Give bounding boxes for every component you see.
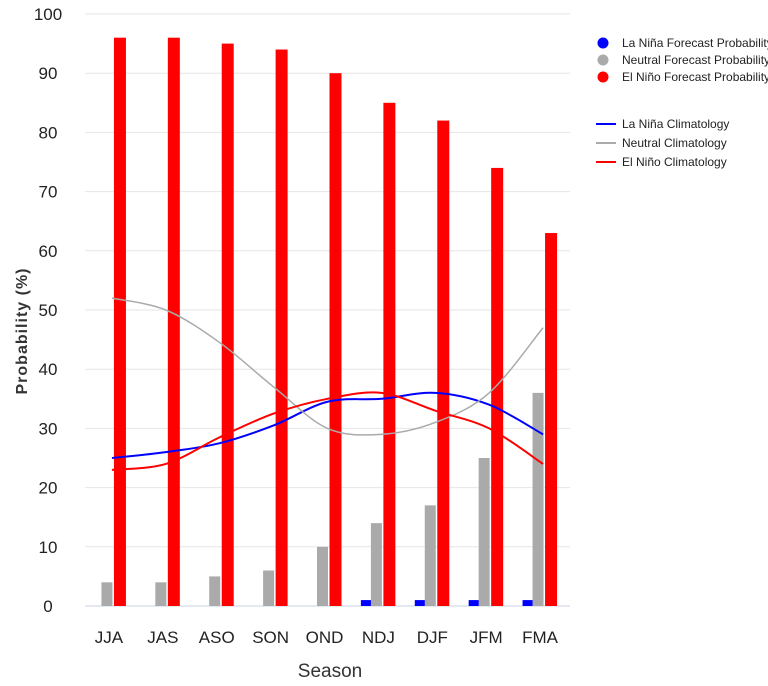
y-tick-label: 70 — [39, 183, 58, 202]
x-axis-title: Season — [298, 661, 362, 682]
bar-neutral-son — [263, 570, 275, 606]
y-axis-ticks: 0 10 20 30 40 50 60 70 80 90 100 — [34, 5, 62, 616]
bar-la-nina-jfm — [468, 600, 480, 606]
legend-marker — [597, 54, 609, 66]
bar-neutral-jas — [155, 582, 167, 606]
bar-el-nino-jja — [113, 37, 126, 607]
legend-label: La Niña Forecast Probability — [622, 36, 768, 50]
legend-marker — [597, 71, 609, 83]
bar-el-nino-jas — [167, 37, 180, 607]
y-tick-label: 40 — [39, 360, 58, 379]
bar-el-nino-ndj — [383, 102, 396, 607]
y-tick-label: 30 — [39, 419, 58, 438]
y-tick-label: 100 — [34, 5, 62, 24]
line-la-nina-climatology — [111, 391, 544, 459]
y-tick-label: 80 — [39, 123, 58, 142]
x-tick-label: NDJ — [362, 628, 395, 647]
x-tick-label: ASO — [199, 628, 235, 647]
x-tick-label: DJF — [417, 628, 448, 647]
x-tick-label: FMA — [522, 628, 559, 647]
legend: La Niña Forecast Probability Neutral Fore… — [596, 36, 768, 169]
bar-la-nina-fma — [522, 600, 534, 606]
bar-la-nina-djf — [414, 600, 426, 606]
bar-neutral-ndj — [370, 523, 382, 606]
y-tick-label: 10 — [39, 538, 58, 557]
y-tick-label: 20 — [39, 479, 58, 498]
legend-label: Neutral Forecast Probability — [622, 53, 768, 67]
legend-label: El Niño Forecast Probability — [622, 70, 768, 84]
x-tick-label: JJA — [95, 628, 124, 647]
bar-neutral-jfm — [478, 458, 490, 606]
bar-el-nino-ond — [329, 73, 342, 606]
line-neutral-climatology — [111, 297, 544, 436]
y-tick-label: 0 — [43, 597, 52, 616]
x-tick-label: JAS — [147, 628, 178, 647]
legend-label: El Niño Climatology — [622, 155, 727, 169]
bar-neutral-djf — [424, 505, 436, 606]
bar-neutral-jja — [101, 582, 113, 606]
bar-neutral-fma — [532, 392, 544, 606]
y-tick-label: 60 — [39, 242, 58, 261]
legend-label: La Niña Climatology — [622, 117, 729, 131]
x-axis-ticks: JJA JAS ASO SON OND NDJ DJF JFM FMA — [95, 628, 559, 647]
bar-la-nina-ndj — [360, 600, 372, 606]
y-tick-label: 90 — [39, 64, 58, 83]
y-axis-title: Probability (%) — [14, 267, 31, 394]
bar-el-nino-son — [275, 49, 288, 606]
x-tick-label: OND — [306, 628, 344, 647]
y-tick-label: 50 — [39, 301, 58, 320]
bar-neutral-aso — [209, 576, 221, 606]
legend-label: Neutral Climatology — [622, 136, 727, 150]
line-el-nino-climatology — [111, 391, 544, 471]
climatology-lines — [111, 297, 544, 471]
x-tick-label: JFM — [470, 628, 503, 647]
legend-marker — [597, 37, 609, 49]
bar-el-nino-aso — [221, 43, 234, 607]
bars — [101, 37, 558, 607]
bar-el-nino-jfm — [491, 167, 504, 607]
x-tick-label: SON — [252, 628, 289, 647]
bar-neutral-ond — [317, 546, 328, 606]
bar-el-nino-djf — [437, 120, 450, 606]
bar-el-nino-fma — [545, 233, 558, 607]
